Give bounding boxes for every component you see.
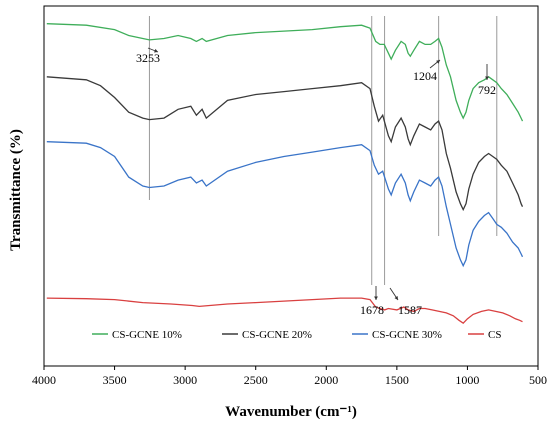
annotation-arrowhead <box>374 296 378 300</box>
series-line <box>46 141 524 268</box>
series-group <box>46 23 524 325</box>
legend-label: CS <box>488 329 501 341</box>
x-tick-label: 3500 <box>103 373 127 387</box>
x-tick-label: 2000 <box>314 373 338 387</box>
y-axis-title: Transmittance (%) <box>8 129 24 251</box>
annotations: 3253 1204 792 1678 1587 <box>136 47 496 317</box>
annotation-arrowhead <box>154 48 158 53</box>
annotation-label: 792 <box>478 83 496 97</box>
x-tick-label: 1500 <box>385 373 409 387</box>
legend-label: CS-GCNE 10% <box>112 329 182 341</box>
legend-label: CS-GCNE 20% <box>242 329 312 341</box>
x-axis-ticks: 4000 3500 3000 2500 2000 1500 1000 500 <box>32 366 547 387</box>
x-tick-label: 3000 <box>173 373 197 387</box>
annotation-arrowhead <box>436 60 440 64</box>
annotation-label: 1587 <box>398 303 422 317</box>
series-line <box>46 23 524 122</box>
x-tick-label: 2500 <box>244 373 268 387</box>
annotation-arrowhead <box>485 76 489 80</box>
x-tick-label: 4000 <box>32 373 56 387</box>
plot-frame <box>43 5 539 367</box>
legend-label: CS-GCNE 30% <box>372 329 442 341</box>
series-line <box>46 297 523 325</box>
legend: CS-GCNE 10% CS-GCNE 20% CS-GCNE 30% CS <box>92 329 501 341</box>
x-tick-label: 1000 <box>455 373 479 387</box>
annotation-arrowhead <box>394 296 398 300</box>
reference-lines <box>148 16 498 285</box>
annotation-label: 1204 <box>413 69 437 83</box>
x-axis-title: Wavenumber (cm⁻¹) <box>225 404 357 420</box>
annotation-label: 3253 <box>136 51 160 65</box>
annotation-label: 1678 <box>360 303 384 317</box>
x-tick-label: 500 <box>529 373 547 387</box>
series-line <box>46 76 524 212</box>
